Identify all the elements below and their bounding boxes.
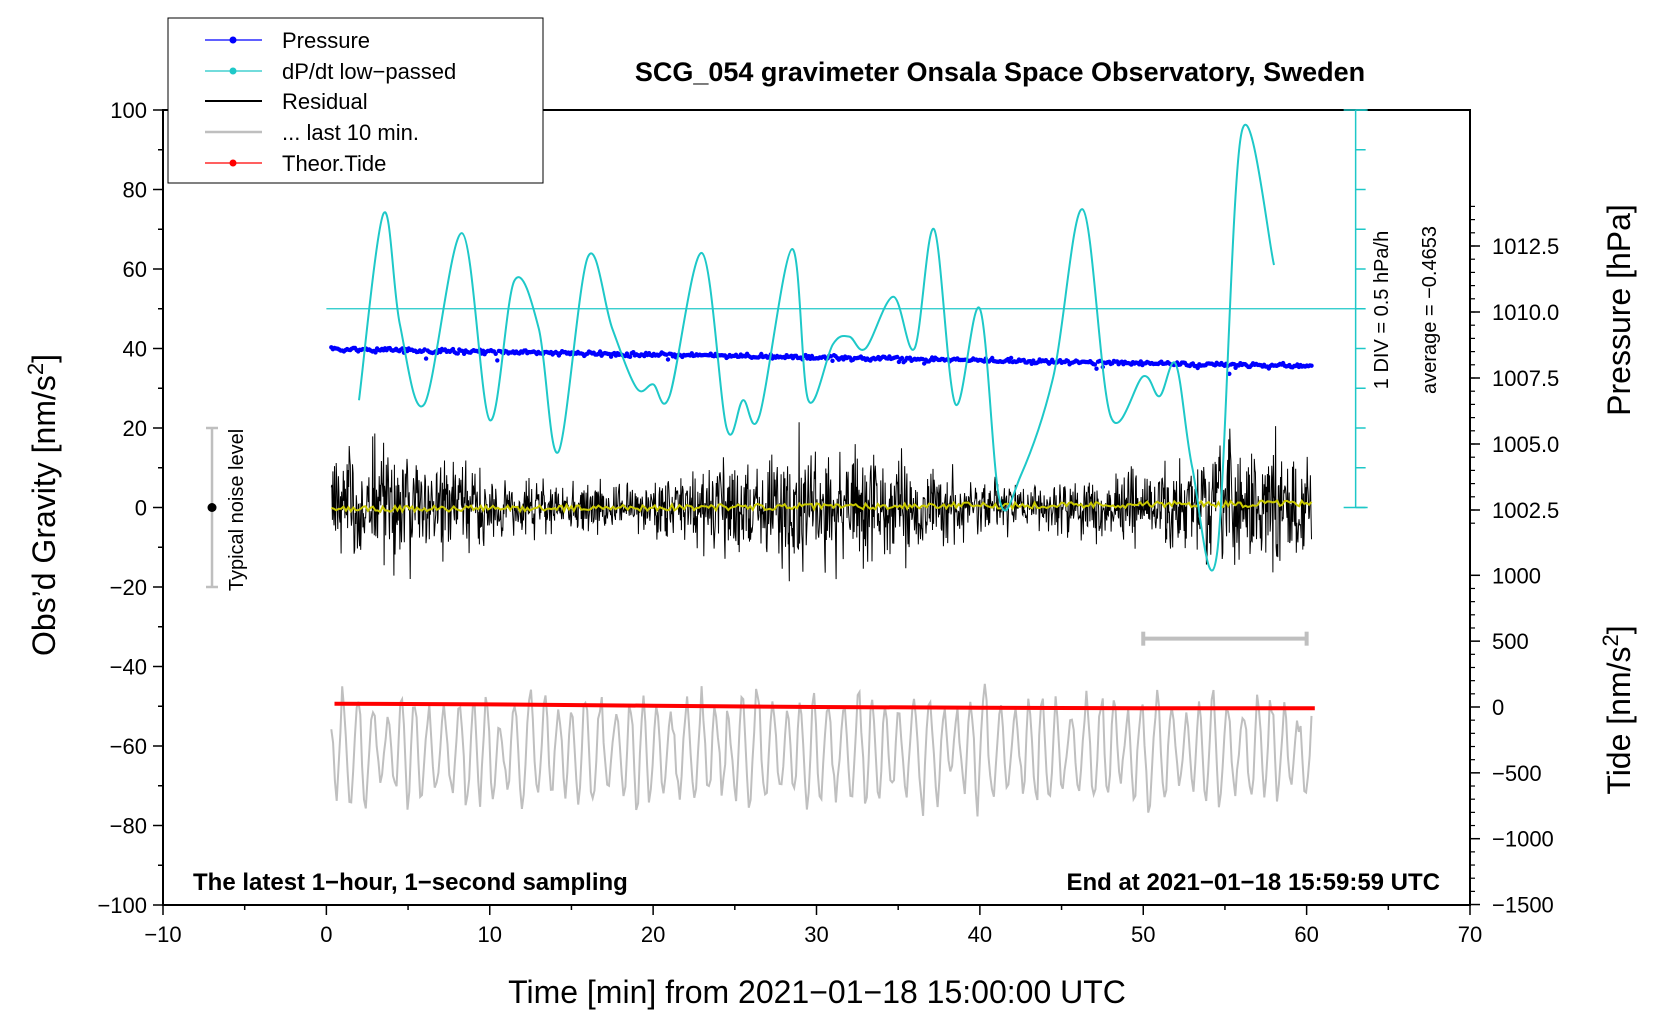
series-layer xyxy=(206,109,1368,817)
legend-label-last10: ... last 10 min. xyxy=(282,120,419,145)
pressure-point xyxy=(899,355,905,361)
legend: Pressure dP/dt low−passed Residual ... l… xyxy=(167,17,544,184)
chart-title: SCG_054 gravimeter Onsala Space Observat… xyxy=(635,57,1365,87)
y-axis-label-tide-end: ] xyxy=(1601,625,1637,634)
y-axis-label-tide: Tide [nm/s2] xyxy=(1598,625,1637,794)
legend-label-residual: Residual xyxy=(282,89,368,114)
div-label: 1 DIV = 0.5 hPa/h xyxy=(1371,231,1393,389)
pressure-point xyxy=(423,356,429,361)
last10-series-line xyxy=(330,683,1313,817)
pressure-point xyxy=(493,351,498,356)
y-axis-label-left-end: ] xyxy=(26,354,62,363)
x-axis-label: Time [min] from 2021−01−18 15:00:00 UTC xyxy=(508,974,1126,1010)
pressure-tick-label: 1012.5 xyxy=(1492,234,1559,259)
residual-series-line xyxy=(330,422,1312,582)
y-tick-label: 0 xyxy=(135,496,147,521)
tide-series-line xyxy=(334,701,1315,711)
pressure-point xyxy=(495,358,500,363)
y-axis-label-left-sup: 2 xyxy=(23,363,48,375)
x-tick-label: 60 xyxy=(1294,922,1318,947)
legend-marker-tide xyxy=(229,159,237,167)
x-tick-label: 0 xyxy=(320,922,332,947)
y-tick-label: 20 xyxy=(123,416,147,441)
dpdt-series-line xyxy=(358,123,1275,572)
noise-level-marker xyxy=(207,503,217,512)
y-axis-label-left-main: Obs’d Gravity [nm/s xyxy=(26,375,62,656)
pressure-point xyxy=(895,354,900,360)
y-axis-label-left: Obs’d Gravity [nm/s2] xyxy=(23,354,62,656)
legend-label-dpdt: dP/dt low−passed xyxy=(282,59,456,84)
y-tick-label: −60 xyxy=(110,734,147,759)
pressure-point xyxy=(922,361,927,366)
x-tick-label: 30 xyxy=(804,922,828,947)
pressure-point xyxy=(597,349,603,354)
pressure-point xyxy=(1094,366,1099,371)
legend-label-pressure: Pressure xyxy=(282,28,370,53)
pressure-point xyxy=(627,354,633,359)
pressure-point xyxy=(455,351,460,356)
pressure-point xyxy=(1092,362,1098,367)
x-tick-label: 50 xyxy=(1131,922,1155,947)
noise-level-label: Typical noise level xyxy=(226,429,248,591)
pressure-tick-label: 1005.0 xyxy=(1492,432,1559,457)
pressure-tick-label: 1010.0 xyxy=(1492,300,1559,325)
pressure-tick-label: 1002.5 xyxy=(1492,498,1559,523)
pressure-point xyxy=(830,358,835,363)
x-tick-label: −10 xyxy=(144,922,181,947)
tide-tick-label: 0 xyxy=(1492,695,1504,720)
y-axis-label-pressure: Pressure [hPa] xyxy=(1601,204,1637,416)
x-tick-label: 10 xyxy=(478,922,502,947)
pressure-point xyxy=(1309,363,1314,368)
tide-tick-label: −1000 xyxy=(1492,827,1554,852)
tide-tick-label: −1500 xyxy=(1492,893,1554,918)
pressure-point xyxy=(1008,355,1014,361)
y-axis-label-tide-main: Tide [nm/s xyxy=(1601,646,1637,794)
y-tick-label: 100 xyxy=(110,98,147,123)
ticks-layer: −10 0 10 20 30 40 50 60 70−100−80−60−40−20020406… xyxy=(97,98,1559,947)
x-tick-label: 70 xyxy=(1458,922,1482,947)
tide-tick-label: −500 xyxy=(1492,761,1542,786)
pressure-point xyxy=(1227,371,1232,376)
x-tick-label: 20 xyxy=(641,922,665,947)
tide-tick-label: 1000 xyxy=(1492,563,1541,588)
y-tick-label: −100 xyxy=(97,893,147,918)
y-tick-label: −20 xyxy=(110,575,147,600)
smoothed-residual-line xyxy=(331,499,1313,514)
pressure-point xyxy=(665,357,671,362)
y-tick-label: 60 xyxy=(123,257,147,282)
pressure-point xyxy=(1195,365,1200,371)
y-tick-label: −40 xyxy=(110,655,147,680)
y-tick-label: −80 xyxy=(110,814,147,839)
pressure-tick-label: 1007.5 xyxy=(1492,366,1559,391)
x-tick-label: 40 xyxy=(968,922,992,947)
legend-marker-dpdt xyxy=(229,67,237,75)
bottom-right-note: End at 2021−01−18 15:59:59 UTC xyxy=(1066,869,1440,896)
pressure-point xyxy=(1007,359,1012,364)
legend-label-tide: Theor.Tide xyxy=(282,151,386,176)
y-tick-label: 40 xyxy=(123,337,147,362)
legend-marker-pressure xyxy=(229,36,237,44)
pressure-point xyxy=(373,350,378,355)
tide-tick-label: 500 xyxy=(1492,629,1529,654)
y-tick-label: 80 xyxy=(123,178,147,203)
y-axis-label-tide-sup: 2 xyxy=(1598,634,1623,646)
average-label: average = −0.4653 xyxy=(1419,226,1441,394)
bottom-left-note: The latest 1−hour, 1−second sampling xyxy=(193,869,628,896)
